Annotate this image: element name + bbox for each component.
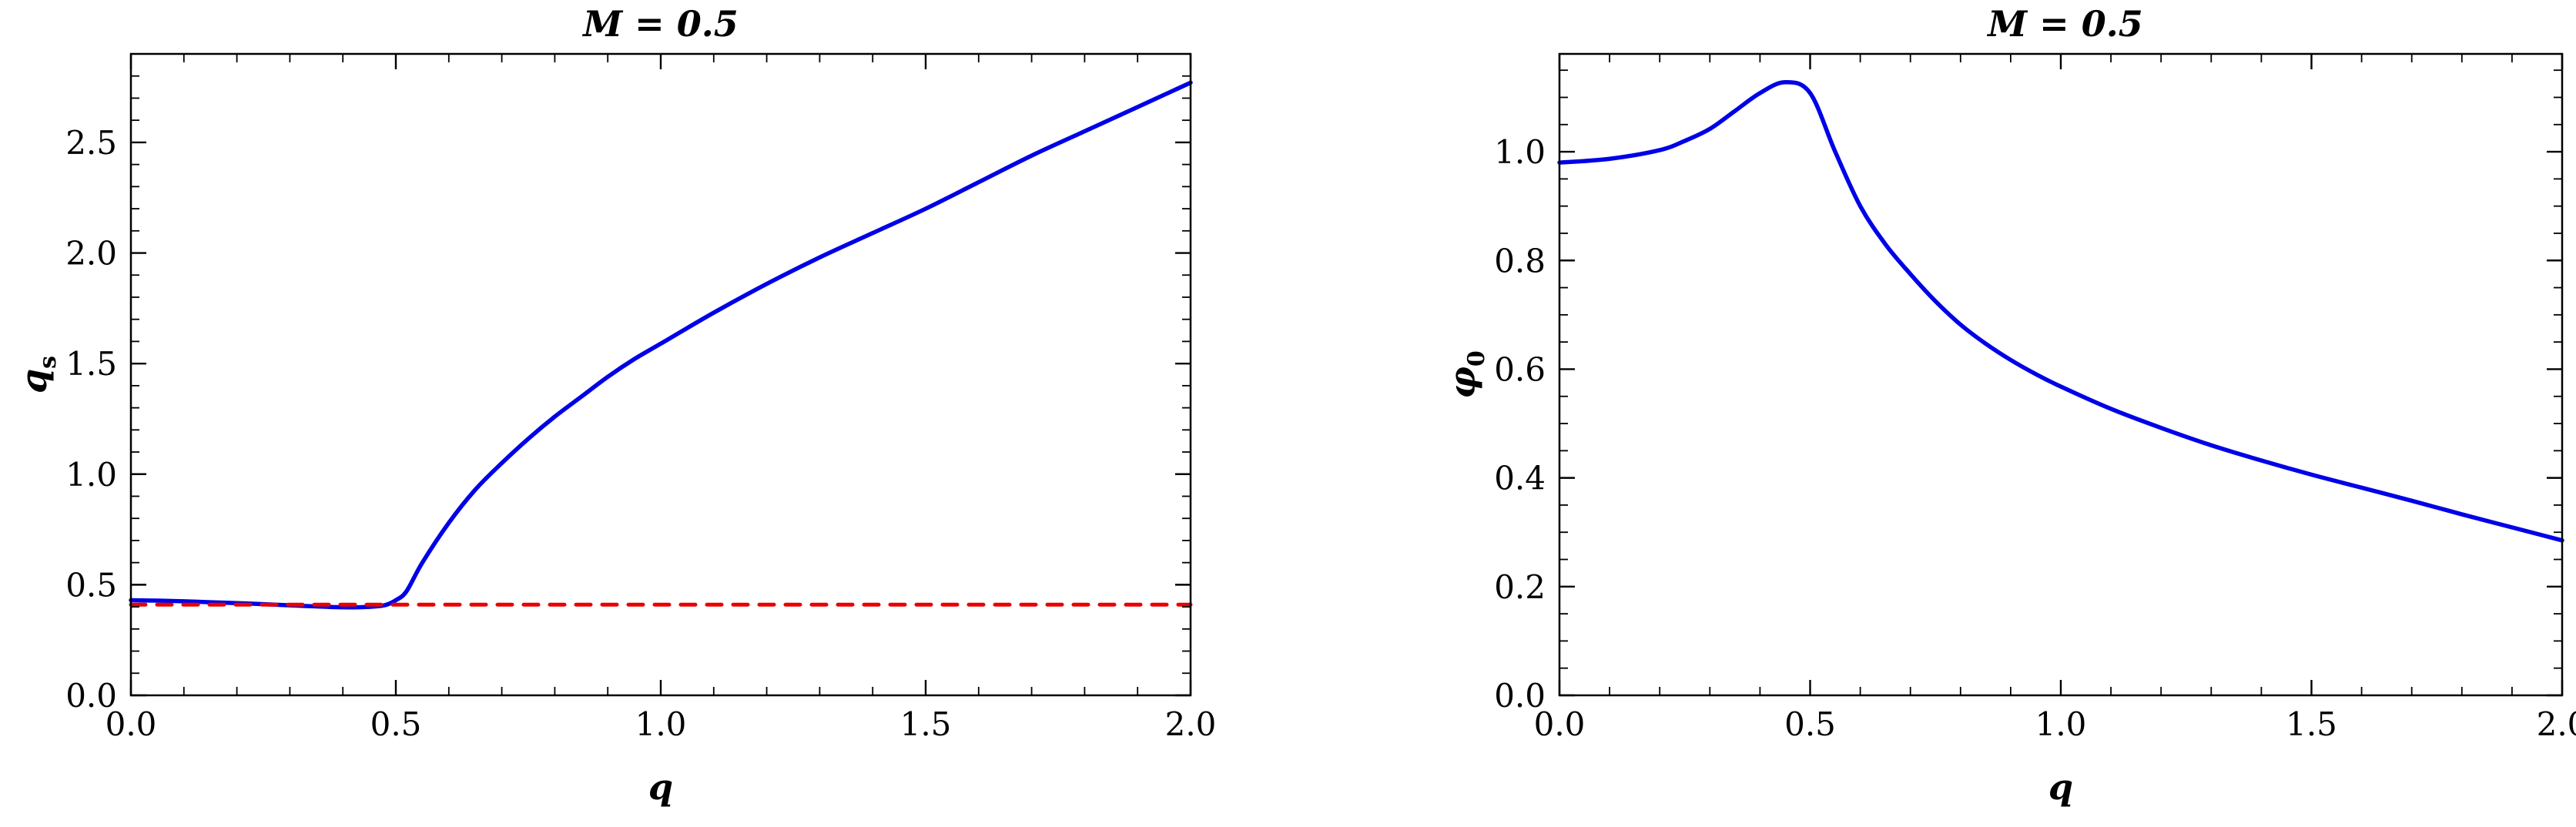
plot-area [129, 80, 1193, 610]
series-qs-curve [129, 80, 1193, 610]
right-chart-title: M = 0.5 [1988, 3, 2143, 45]
y-axis-label: qs [13, 356, 62, 393]
y-tick-label: 1.0 [65, 456, 117, 494]
y-tick-label: 0.5 [65, 566, 117, 604]
x-tick-label: 0.5 [370, 705, 422, 743]
plot-area [1557, 79, 2564, 543]
y-tick-label: 0.8 [1494, 242, 1546, 280]
right-figure: M = 0.5 0.0 0.5 1.0 1.5 2.0 0.0 0.2 0.4 0.6 0.8 1.… [1288, 0, 2576, 827]
y-axis-label: φ0 [1442, 350, 1490, 399]
x-tick-label: 0.5 [1784, 705, 1836, 743]
x-axis-label: q [648, 766, 673, 808]
left-chart-title: M = 0.5 [583, 3, 739, 45]
x-tick-label: 0.0 [106, 705, 157, 743]
plot-frame [129, 52, 1192, 697]
x-tick-label: 1.5 [900, 705, 952, 743]
y-tick-label: 1.5 [65, 345, 117, 383]
x-tick-label: 0.0 [1534, 705, 1586, 743]
y-tick-label: 0.0 [65, 677, 117, 715]
x-tick-label: 1.0 [2035, 705, 2087, 743]
right-plot-svg: 0.0 0.5 1.0 1.5 2.0 0.0 0.2 0.4 0.6 0.8 1.0 q φ0 [1442, 52, 2576, 808]
y-tick-label: 0.4 [1494, 460, 1546, 497]
y-tick-label: 0.2 [1494, 568, 1546, 606]
y-tick-label: 1.0 [1494, 133, 1546, 171]
ticks [129, 53, 1192, 697]
ticks [1558, 54, 2564, 697]
y-tick-label: 2.0 [65, 235, 117, 273]
x-tick-label: 2.0 [2537, 705, 2576, 743]
x-tick-label: 1.0 [635, 705, 687, 743]
plot-frame [1558, 52, 2564, 697]
x-tick-label: 2.0 [1165, 705, 1217, 743]
y-tick-label: 0.0 [1494, 677, 1546, 715]
series-phi0-curve [1557, 79, 2564, 543]
x-axis-label: q [2048, 766, 2073, 808]
y-tick-label: 2.5 [65, 124, 117, 162]
y-tick-label: 0.6 [1494, 350, 1546, 388]
x-tick-label: 1.5 [2286, 705, 2337, 743]
left-plot-svg: 0.0 0.5 1.0 1.5 2.0 0.0 0.5 1.0 1.5 2.0 2.5 q qs [13, 52, 1217, 808]
left-figure: M = 0.5 0.0 0.5 1.0 1.5 2.0 0.0 0.5 1.0 1.5 2.0 2.… [13, 3, 1217, 808]
